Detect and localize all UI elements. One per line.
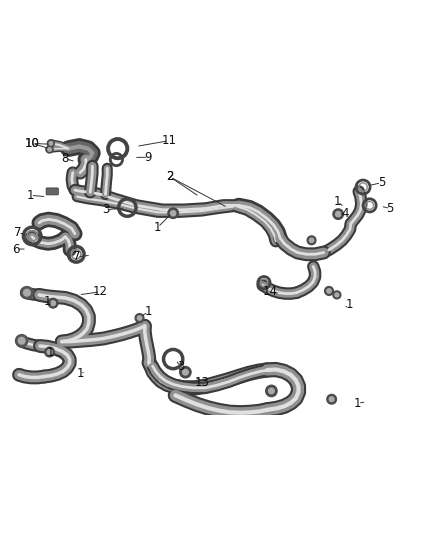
Text: 1: 1 — [44, 295, 52, 308]
Text: 3: 3 — [177, 360, 184, 373]
Text: 1: 1 — [354, 397, 362, 410]
Circle shape — [183, 369, 188, 375]
Text: 1: 1 — [27, 189, 34, 202]
Text: 7: 7 — [73, 251, 81, 263]
Text: 1: 1 — [47, 346, 55, 359]
Text: 11: 11 — [161, 134, 176, 147]
Text: 10: 10 — [25, 137, 39, 150]
Text: 3: 3 — [102, 203, 109, 216]
Circle shape — [18, 337, 25, 344]
Text: 6: 6 — [12, 243, 20, 255]
Circle shape — [135, 313, 144, 322]
Circle shape — [47, 350, 52, 354]
Text: 8: 8 — [62, 152, 69, 165]
Circle shape — [47, 140, 54, 147]
Circle shape — [170, 211, 176, 216]
Circle shape — [266, 385, 277, 397]
Text: 1: 1 — [334, 196, 342, 208]
Circle shape — [307, 236, 316, 245]
Text: 1: 1 — [145, 305, 152, 318]
Circle shape — [325, 287, 333, 295]
Text: 7: 7 — [14, 226, 22, 239]
Circle shape — [48, 298, 58, 308]
Text: 2: 2 — [166, 171, 174, 183]
Text: 9: 9 — [145, 151, 152, 164]
Circle shape — [333, 209, 343, 220]
Text: 5: 5 — [378, 176, 385, 189]
Circle shape — [327, 394, 336, 404]
Circle shape — [329, 397, 334, 402]
FancyBboxPatch shape — [46, 188, 58, 195]
Text: 1: 1 — [76, 367, 84, 381]
Text: 1: 1 — [345, 298, 353, 311]
Text: 12: 12 — [93, 285, 108, 298]
Circle shape — [138, 316, 142, 320]
Circle shape — [49, 142, 53, 145]
Circle shape — [51, 301, 56, 305]
Circle shape — [24, 289, 30, 296]
Circle shape — [21, 287, 33, 299]
Text: 5: 5 — [386, 202, 394, 215]
Circle shape — [327, 289, 331, 293]
Text: 10: 10 — [25, 137, 39, 150]
Circle shape — [168, 208, 178, 219]
Circle shape — [268, 388, 274, 394]
Circle shape — [180, 367, 191, 378]
Text: 1: 1 — [154, 221, 162, 233]
Text: 2: 2 — [166, 171, 174, 183]
Circle shape — [48, 148, 51, 151]
Circle shape — [45, 348, 54, 357]
Circle shape — [335, 293, 339, 297]
Circle shape — [309, 238, 314, 243]
Circle shape — [46, 146, 53, 153]
Circle shape — [333, 291, 341, 299]
Circle shape — [336, 212, 341, 217]
Text: 14: 14 — [263, 285, 278, 298]
Text: 4: 4 — [342, 207, 350, 220]
Text: 13: 13 — [195, 376, 210, 389]
Circle shape — [15, 335, 28, 347]
